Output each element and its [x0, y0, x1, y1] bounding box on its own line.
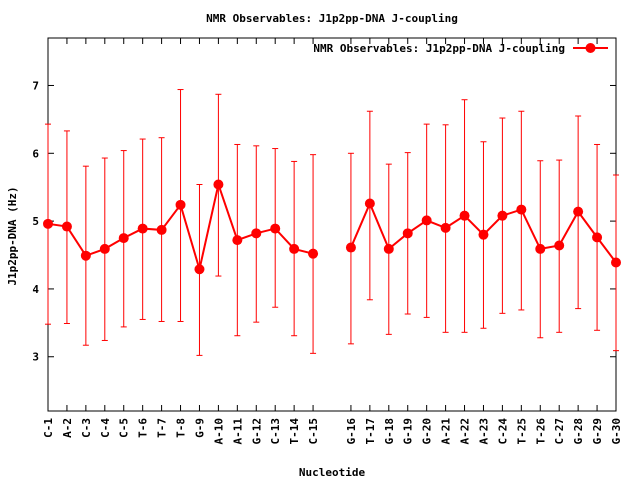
x-tick-label: A-2 — [61, 418, 74, 438]
data-point — [516, 204, 527, 215]
data-point — [402, 228, 413, 239]
x-tick-label: C-4 — [99, 418, 112, 438]
x-axis-label: Nucleotide — [299, 466, 366, 479]
data-point — [592, 232, 603, 243]
data-point — [270, 223, 281, 234]
data-point — [611, 257, 621, 268]
x-tick-label: C-1 — [42, 418, 55, 438]
axes: 3 4 5 6 7 C-1 A-2 C-3 C-4 C-5 T-6 T-7 T-8 G-9 A-10 A-11… — [32, 38, 623, 445]
x-tick-label: C-24 — [496, 418, 509, 445]
data-point — [99, 243, 110, 254]
data-point — [440, 222, 451, 233]
x-tick-label: T-7 — [156, 418, 169, 438]
x-tick-label: G-18 — [383, 418, 396, 445]
data-point — [535, 243, 546, 254]
x-tick-label: G-16 — [345, 418, 358, 445]
x-tick-label: G-9 — [193, 418, 206, 438]
legend-marker — [585, 43, 596, 53]
x-tick-label: C-3 — [80, 418, 93, 438]
data-point — [364, 198, 375, 209]
legend-label: NMR Observables: J1p2pp-DNA J-coupling — [313, 42, 565, 55]
x-tick-label: T-6 — [137, 418, 150, 438]
x-tick-label: A-10 — [212, 418, 225, 445]
x-tick-label: C-15 — [307, 418, 320, 445]
x-tick-label: G-12 — [250, 418, 263, 445]
series-lines — [47, 180, 617, 274]
x-tick-label: A-23 — [477, 418, 490, 445]
plot-frame — [47, 37, 617, 412]
x-tick-label: C-27 — [553, 418, 566, 445]
data-point — [232, 235, 243, 246]
y-tick-label: 4 — [32, 283, 39, 296]
data-point — [573, 206, 584, 217]
data-point — [251, 228, 262, 239]
x-tick-label: T-8 — [175, 418, 188, 438]
data-point — [137, 223, 148, 234]
data-point — [194, 264, 205, 275]
y-tick-label: 6 — [32, 147, 39, 160]
data-point — [118, 233, 129, 244]
y-tick-label: 5 — [32, 215, 39, 228]
x-tick-label: G-19 — [402, 418, 415, 445]
y-tick-label: 7 — [32, 79, 39, 92]
data-point — [478, 229, 489, 240]
x-tick-label: G-20 — [421, 418, 434, 445]
data-point — [289, 243, 300, 254]
legend: NMR Observables: J1p2pp-DNA J-coupling — [313, 42, 608, 55]
x-tick-label: A-11 — [231, 418, 244, 445]
data-point — [459, 210, 470, 221]
x-tick-label: G-30 — [610, 418, 623, 445]
data-point — [383, 243, 394, 254]
y-axis-label: J1p2pp-DNA (Hz) — [6, 186, 19, 285]
x-tick-label: A-21 — [440, 418, 453, 445]
x-tick-label: C-5 — [118, 418, 131, 438]
x-tick-label: A-22 — [459, 418, 472, 445]
data-point — [213, 179, 224, 190]
data-point — [175, 199, 186, 210]
chart-title: NMR Observables: J1p2pp-DNA J-coupling — [206, 12, 458, 25]
x-tick-label: T-26 — [534, 418, 547, 445]
y-tick-label: 3 — [32, 351, 39, 364]
data-point — [156, 224, 167, 235]
x-tick-label: G-29 — [591, 418, 604, 445]
data-point — [43, 218, 53, 229]
data-point — [345, 242, 356, 253]
x-tick-label: T-14 — [288, 418, 301, 445]
data-point — [554, 240, 565, 251]
data-point — [61, 221, 72, 232]
x-tick-label: C-13 — [269, 418, 282, 445]
error-bars — [45, 89, 619, 356]
data-point — [421, 215, 432, 226]
x-tick-label: T-17 — [364, 418, 377, 445]
data-point — [308, 248, 319, 259]
x-tick-label: G-28 — [572, 418, 585, 445]
x-tick-label: T-25 — [515, 418, 528, 445]
data-points — [43, 179, 621, 275]
data-point — [497, 210, 508, 221]
data-point — [80, 250, 91, 261]
